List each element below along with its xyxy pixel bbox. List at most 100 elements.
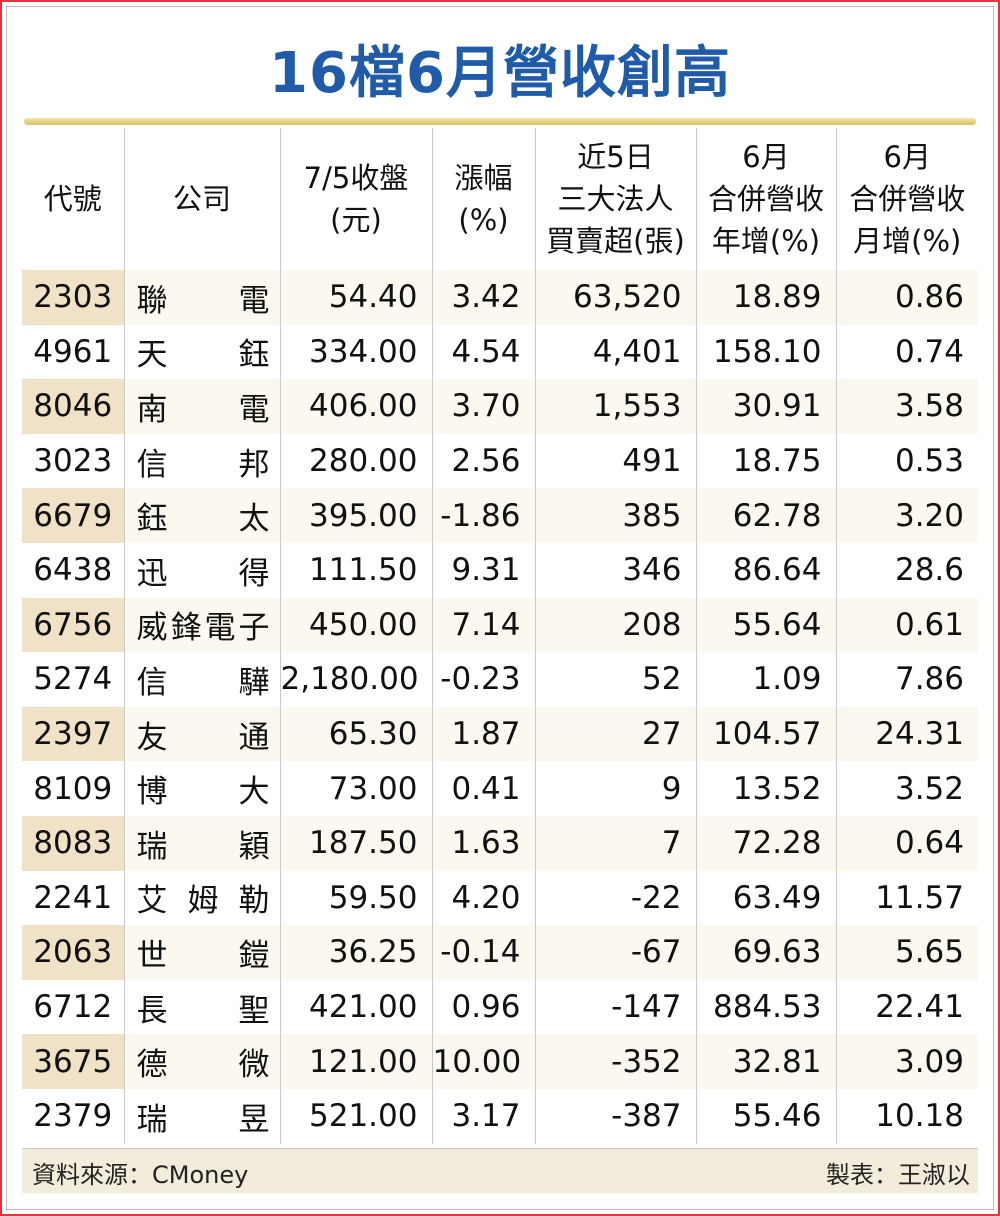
company-name-char: 聯: [136, 282, 168, 319]
table-row: 6679 鈺太 395.00 -1.86 385 62.78 3.20: [22, 488, 978, 543]
yoy-growth-cell: 55.46: [695, 1088, 836, 1144]
yoy-growth-cell: 1.09: [695, 652, 836, 707]
stock-code-cell: 2379: [22, 1088, 124, 1144]
company-name-char: 德: [136, 1047, 168, 1084]
table-row: 2303 聯電 54.40 3.42 63,520 18.89 0.86: [22, 270, 978, 325]
change-percent-cell: 1.63: [431, 815, 535, 871]
title-underline: [24, 118, 976, 125]
table-row: 6712 長聖 421.00 0.96 -147 884.53 22.41: [22, 979, 978, 1035]
table-row: 6438 迅得 111.50 9.31 346 86.64 28.6: [22, 542, 978, 598]
company-name-cell: 南電: [123, 379, 280, 434]
stock-code-cell: 5274: [22, 652, 124, 707]
company-name-char: 南: [136, 391, 168, 428]
header-line: 合併營收: [707, 182, 824, 216]
close-price-cell: 280.00: [279, 433, 432, 489]
change-percent-cell: 3.70: [431, 379, 535, 434]
close-price-cell: 121.00: [279, 1034, 432, 1089]
table-row: 3023 信邦 280.00 2.56 491 18.75 0.53: [22, 433, 978, 489]
institutional-net-cell: 9: [534, 761, 696, 816]
company-name-char: 鋒: [170, 610, 202, 647]
table-row: 4961 天鈺 334.00 4.54 4,401 158.10 0.74: [22, 324, 978, 380]
stock-code-cell: 8046: [22, 379, 124, 434]
close-price-cell: 111.50: [279, 542, 432, 598]
mom-growth-cell: 0.53: [835, 433, 978, 489]
source-note: 資料來源：CMoney: [32, 1161, 249, 1189]
header-mom: 6月 合併營收 月增(%): [835, 128, 978, 270]
company-name-cell: 長聖: [123, 979, 280, 1035]
header-change: 漲幅 (%): [431, 128, 535, 270]
company-name-char: 大: [238, 774, 270, 811]
institutional-net-cell: -387: [534, 1088, 696, 1144]
institutional-net-cell: -352: [534, 1034, 696, 1089]
company-name-cell: 友通: [123, 706, 280, 762]
company-name-char: 艾: [136, 883, 168, 920]
stock-code-cell: 8083: [22, 815, 124, 871]
mom-growth-cell: 3.58: [835, 379, 978, 434]
change-percent-cell: 1.87: [431, 706, 535, 762]
stock-code-cell: 6712: [22, 979, 124, 1035]
stock-code-cell: 4961: [22, 324, 124, 380]
company-name-cell: 威鋒電子: [123, 597, 280, 653]
institutional-net-cell: 52: [534, 652, 696, 707]
yoy-growth-cell: 18.75: [695, 433, 836, 489]
yoy-growth-cell: 18.89: [695, 270, 836, 325]
company-name-char: 博: [136, 774, 168, 811]
yoy-growth-cell: 104.57: [695, 706, 836, 762]
stock-code-cell: 2241: [22, 870, 124, 926]
company-name-char: 瑞: [136, 828, 168, 865]
mom-growth-cell: 0.64: [835, 815, 978, 871]
header-close: 7/5收盤 (元): [279, 128, 432, 270]
yoy-growth-cell: 158.10: [695, 324, 836, 380]
close-price-cell: 406.00: [279, 379, 432, 434]
close-price-cell: 36.25: [279, 925, 432, 980]
header-code: 代號: [22, 128, 124, 270]
institutional-net-cell: 63,520: [534, 270, 696, 325]
table-row: 3675 德微 121.00 10.00 -352 32.81 3.09: [22, 1034, 978, 1089]
stock-code-cell: 6438: [22, 542, 124, 598]
close-price-cell: 59.50: [279, 870, 432, 926]
header-line: 6月: [883, 140, 931, 174]
header-company: 公司: [123, 128, 280, 270]
company-name-char: 穎: [238, 828, 270, 865]
table-row: 6756 威鋒電子 450.00 7.14 208 55.64 0.61: [22, 597, 978, 653]
company-name-char: 昱: [238, 1101, 270, 1138]
header-line: 6月: [742, 140, 790, 174]
company-name-char: 長: [136, 992, 168, 1029]
company-name-char: 通: [238, 719, 270, 756]
company-name-char: 電: [238, 282, 270, 319]
company-name-cell: 德微: [123, 1034, 280, 1089]
company-name-cell: 鈺太: [123, 488, 280, 543]
institutional-net-cell: 4,401: [534, 324, 696, 380]
yoy-growth-cell: 884.53: [695, 979, 836, 1035]
company-name-char: 威: [136, 610, 168, 647]
table-row: 2241 艾姆勒 59.50 4.20 -22 63.49 11.57: [22, 870, 978, 926]
close-price-cell: 521.00: [279, 1088, 432, 1144]
company-name-char: 電: [238, 391, 270, 428]
mom-growth-cell: 7.86: [835, 652, 978, 707]
close-price-cell: 450.00: [279, 597, 432, 653]
company-name-char: 迅: [136, 555, 168, 592]
table-row: 8109 博大 73.00 0.41 9 13.52 3.52: [22, 761, 978, 816]
header-line: 年增(%): [711, 224, 821, 258]
institutional-net-cell: -22: [534, 870, 696, 926]
company-name-char: 友: [136, 719, 168, 756]
stock-code-cell: 2397: [22, 706, 124, 762]
company-name-char: 太: [238, 501, 270, 538]
company-name-cell: 世鎧: [123, 925, 280, 980]
yoy-growth-cell: 69.63: [695, 925, 836, 980]
close-price-cell: 65.30: [279, 706, 432, 762]
revenue-table: 代號 公司 7/5收盤 (元) 漲幅 (%) 近5日 三大法人 買賣超(張) 6月 合併營收 年增(%…: [22, 128, 978, 1144]
company-name-cell: 艾姆勒: [123, 870, 280, 926]
institutional-net-cell: 27: [534, 706, 696, 762]
company-name-cell: 聯電: [123, 270, 280, 325]
header-line: 代號: [43, 182, 102, 216]
yoy-growth-cell: 86.64: [695, 542, 836, 598]
mom-growth-cell: 5.65: [835, 925, 978, 980]
company-name-char: 電: [204, 610, 236, 647]
company-name-cell: 迅得: [123, 542, 280, 598]
header-line: 公司: [172, 182, 231, 216]
company-name-cell: 瑞昱: [123, 1088, 280, 1144]
institutional-net-cell: 1,553: [534, 379, 696, 434]
close-price-cell: 73.00: [279, 761, 432, 816]
